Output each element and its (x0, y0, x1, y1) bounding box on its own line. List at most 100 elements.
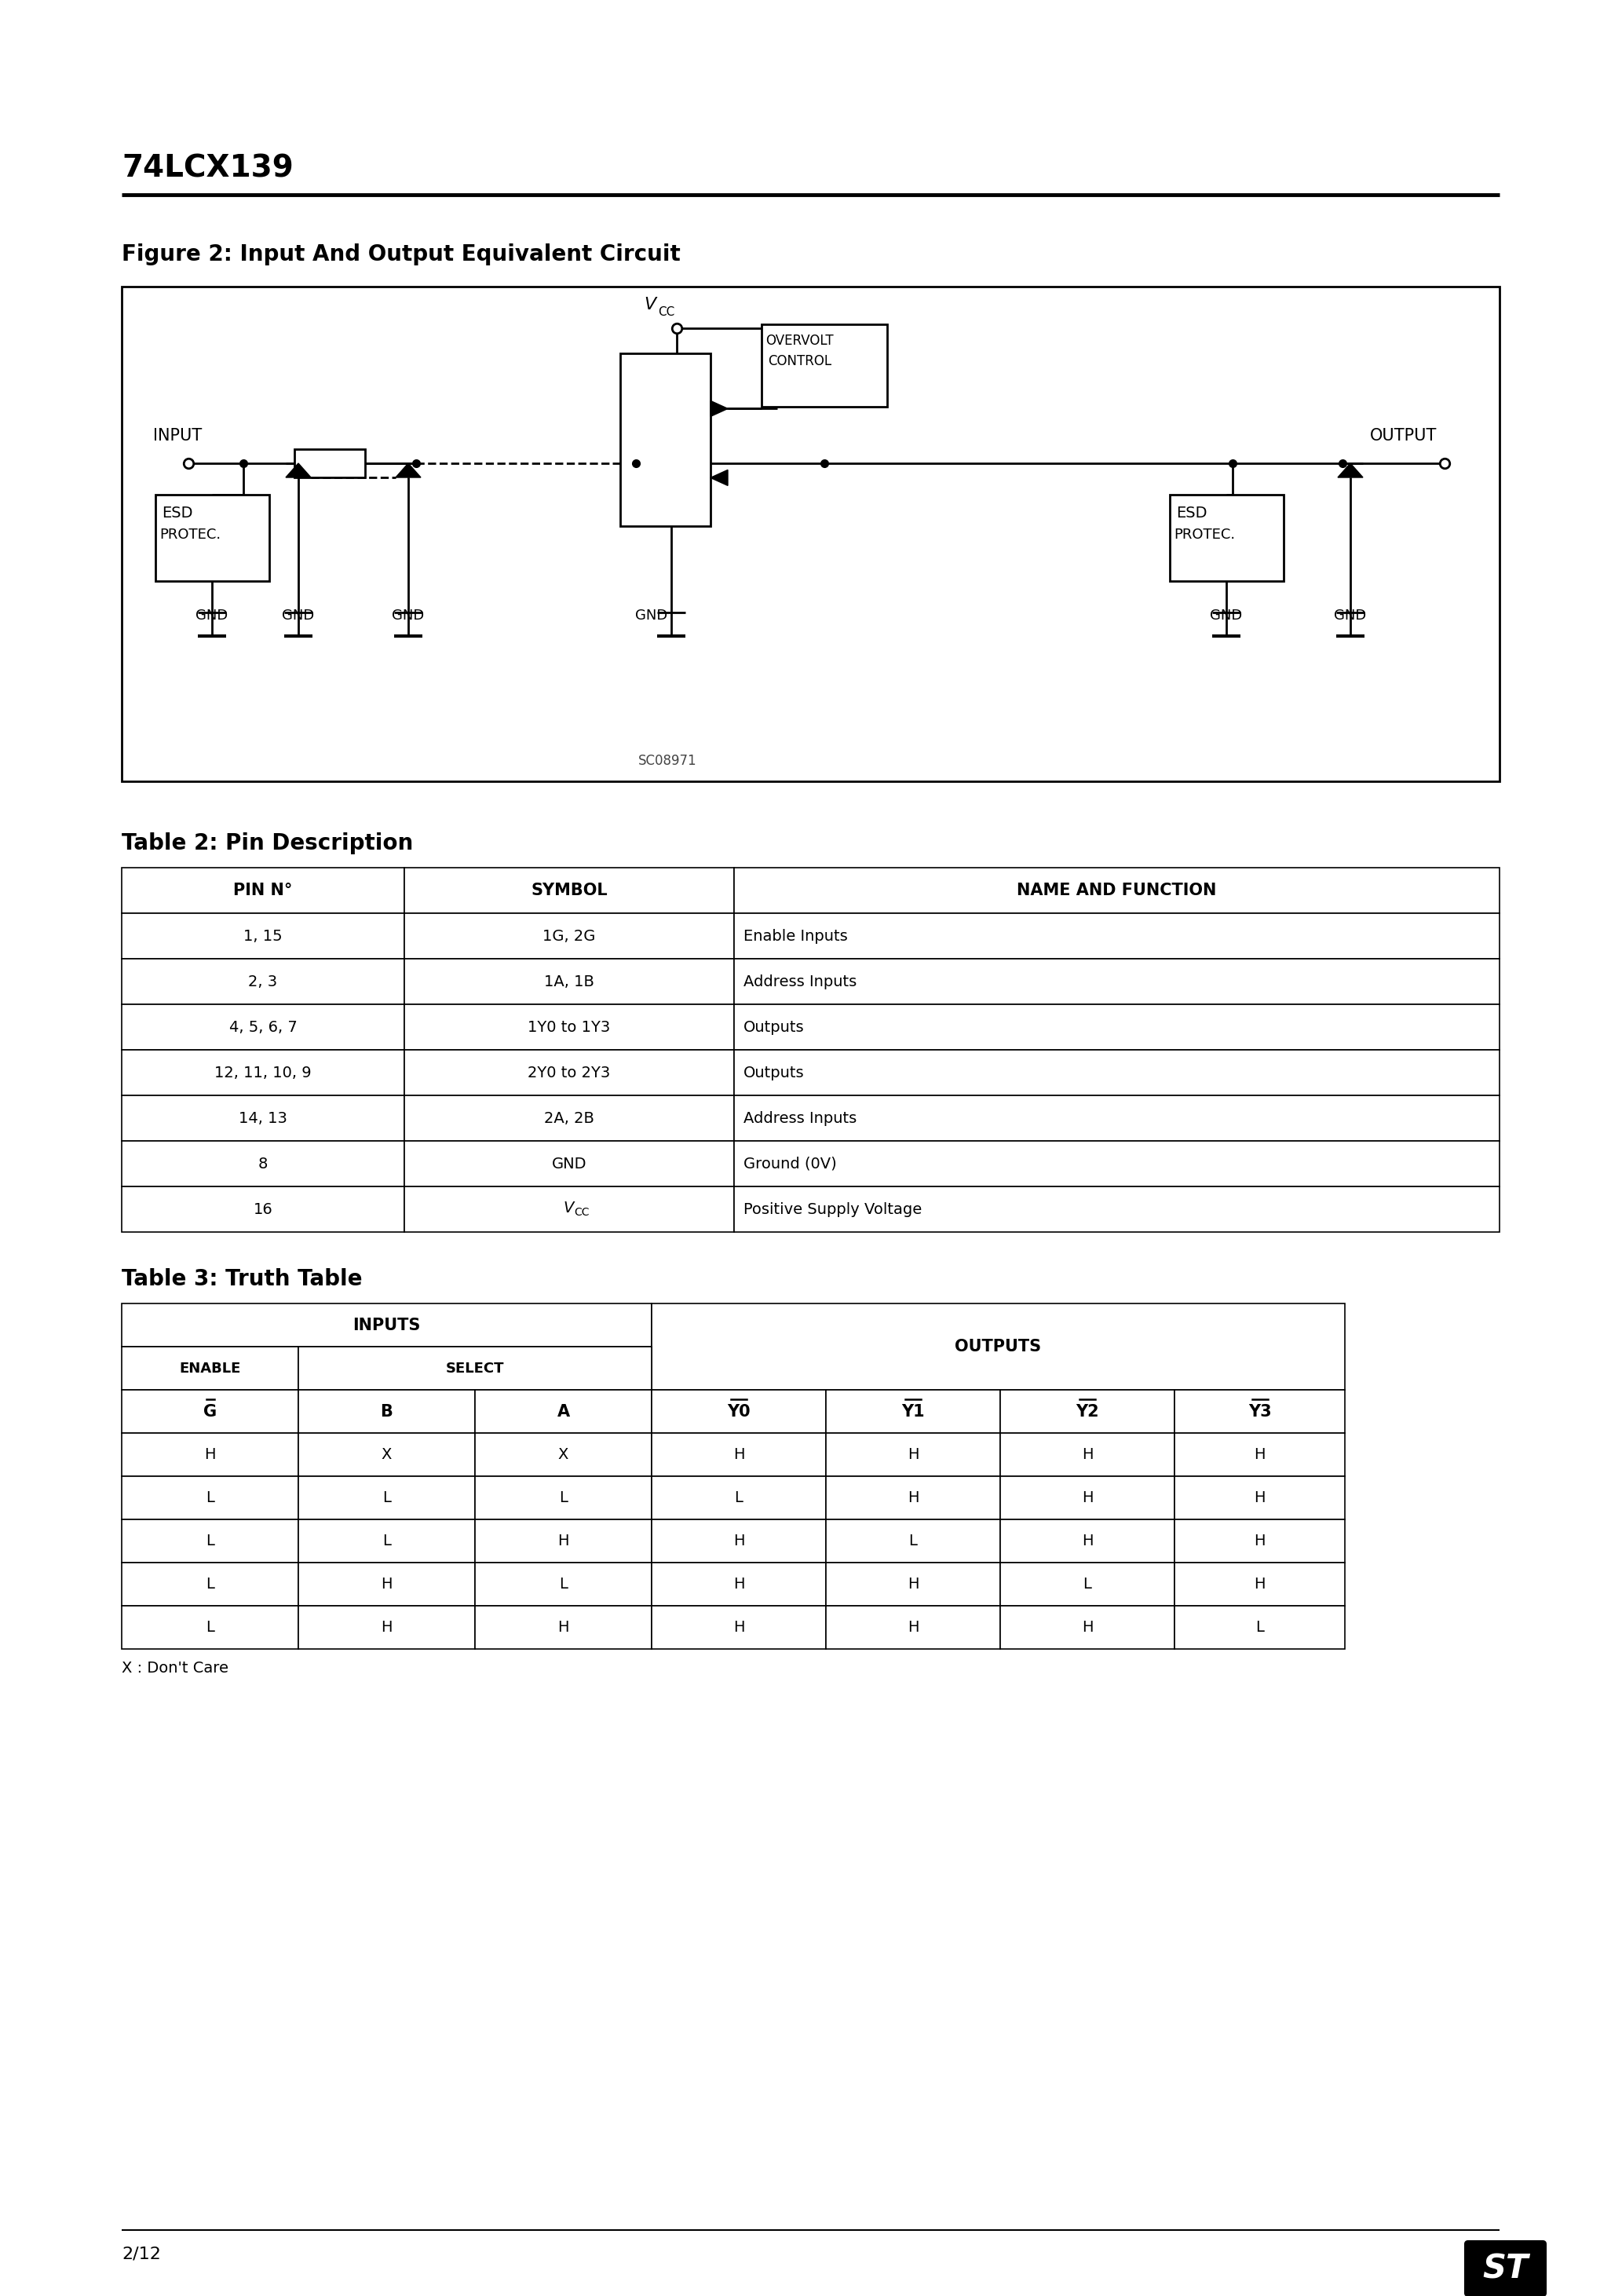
Text: 14, 13: 14, 13 (238, 1111, 287, 1125)
Bar (122, 1095, 404, 1141)
Bar (826, 1476, 1001, 1520)
Polygon shape (396, 464, 420, 478)
Bar (652, 1564, 826, 1605)
Text: GND: GND (1210, 608, 1242, 622)
Bar (826, 1433, 1001, 1476)
Text: OUTPUT: OUTPUT (1371, 427, 1437, 443)
Text: H: H (907, 1621, 918, 1635)
Bar (735, 960, 1499, 1003)
Text: ESD: ESD (162, 505, 193, 521)
Text: INPUT: INPUT (152, 427, 203, 443)
Bar (295, 450, 365, 478)
Bar (735, 1141, 1499, 1187)
Text: H: H (1082, 1490, 1093, 1506)
Bar (475, 1520, 652, 1564)
Polygon shape (285, 464, 311, 478)
Bar (122, 1187, 404, 1233)
Bar (122, 287, 1499, 781)
Bar (475, 1605, 652, 1649)
Text: Y1: Y1 (902, 1403, 925, 1419)
Text: Outputs: Outputs (743, 1019, 805, 1035)
Text: H: H (1254, 1490, 1265, 1506)
Text: SC08971: SC08971 (637, 753, 696, 767)
Bar (826, 1564, 1001, 1605)
Bar (1001, 1520, 1174, 1564)
Text: PROTEC.: PROTEC. (1174, 528, 1234, 542)
Bar (122, 1433, 298, 1476)
Text: B: B (381, 1403, 393, 1419)
Bar (1174, 1476, 1345, 1520)
Polygon shape (710, 471, 728, 484)
Bar (652, 1520, 826, 1564)
Text: INPUTS: INPUTS (352, 1318, 420, 1334)
Text: L: L (206, 1577, 214, 1591)
Text: SYMBOL: SYMBOL (530, 882, 608, 898)
Bar (1174, 1389, 1345, 1433)
Text: GND: GND (393, 608, 425, 622)
Bar (652, 1476, 826, 1520)
Text: H: H (204, 1446, 216, 1463)
Text: H: H (907, 1577, 918, 1591)
Bar (298, 1348, 652, 1389)
Text: L: L (735, 1490, 743, 1506)
Bar (735, 868, 1499, 914)
Text: ESD: ESD (1176, 505, 1207, 521)
Bar (122, 1049, 404, 1095)
Text: H: H (1082, 1534, 1093, 1548)
Text: L: L (1083, 1577, 1092, 1591)
Text: CC: CC (659, 305, 675, 319)
Bar (735, 914, 1499, 960)
Text: L: L (560, 1490, 568, 1506)
Text: 1, 15: 1, 15 (243, 928, 282, 944)
Text: Y2: Y2 (1075, 1403, 1100, 1419)
Bar (122, 1605, 298, 1649)
Bar (122, 868, 404, 914)
Text: V: V (563, 1201, 574, 1215)
Bar (652, 1389, 826, 1433)
Bar (1001, 1476, 1174, 1520)
Bar (1169, 494, 1283, 581)
Bar (156, 494, 269, 581)
Text: Outputs: Outputs (743, 1065, 805, 1079)
Text: H: H (733, 1446, 744, 1463)
Text: X: X (558, 1446, 569, 1463)
Text: L: L (206, 1621, 214, 1635)
Bar (1001, 1433, 1174, 1476)
Text: L: L (560, 1577, 568, 1591)
Bar (404, 1049, 735, 1095)
Text: 4, 5, 6, 7: 4, 5, 6, 7 (229, 1019, 297, 1035)
Text: Address Inputs: Address Inputs (743, 1111, 856, 1125)
Bar (475, 1476, 652, 1520)
Bar (762, 324, 887, 406)
Text: CC: CC (574, 1208, 589, 1217)
Text: H: H (558, 1621, 569, 1635)
Bar (1174, 1605, 1345, 1649)
Text: H: H (1254, 1534, 1265, 1548)
Bar (652, 1605, 826, 1649)
Bar (122, 1304, 652, 1348)
Text: H: H (381, 1577, 393, 1591)
Bar (826, 1605, 1001, 1649)
Bar (404, 914, 735, 960)
Text: 2Y0 to 2Y3: 2Y0 to 2Y3 (527, 1065, 610, 1079)
Bar (298, 1520, 475, 1564)
Text: GND: GND (196, 608, 229, 622)
Text: Positive Supply Voltage: Positive Supply Voltage (743, 1201, 921, 1217)
Bar (1174, 1520, 1345, 1564)
Bar (404, 960, 735, 1003)
Text: 1A, 1B: 1A, 1B (543, 974, 594, 990)
Text: Address Inputs: Address Inputs (743, 974, 856, 990)
Text: H: H (1254, 1577, 1265, 1591)
Text: GND: GND (636, 608, 668, 622)
Text: Table 3: Truth Table: Table 3: Truth Table (122, 1267, 362, 1290)
Text: GND: GND (282, 608, 315, 622)
Text: X: X (381, 1446, 393, 1463)
Text: ENABLE: ENABLE (180, 1362, 240, 1375)
Text: Y0: Y0 (727, 1403, 751, 1419)
Bar (404, 1187, 735, 1233)
Bar (620, 354, 710, 526)
Text: A: A (556, 1403, 569, 1419)
Bar (298, 1605, 475, 1649)
Bar (122, 1003, 404, 1049)
Text: L: L (908, 1534, 918, 1548)
